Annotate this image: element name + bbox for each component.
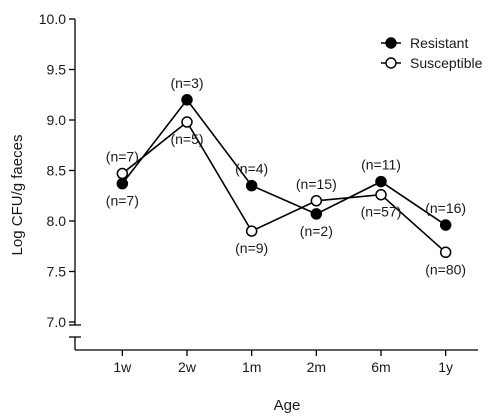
data-point-resistant [181, 94, 193, 106]
legend-label-susceptible: Susceptible [410, 55, 483, 71]
data-point-resistant [310, 208, 323, 220]
legend-marker-resistant [385, 37, 397, 49]
series-points [116, 94, 452, 259]
series-line-resistant [121, 98, 447, 226]
data-point-susceptible [245, 225, 258, 237]
n-label-resistant: (n=7) [106, 193, 139, 209]
n-label-susceptible: (n=9) [235, 240, 268, 256]
x-axis-title: Age [274, 397, 301, 414]
data-point-susceptible [375, 188, 387, 201]
y-tick-label: 7.0 [47, 314, 67, 330]
y-axis-title: Log CFU/g faeces [9, 135, 26, 256]
data-point-resistant [245, 179, 258, 192]
x-tick-label: 1m [242, 359, 261, 375]
n-label-resistant: (n=11) [361, 157, 401, 173]
y-tick-label: 7.5 [47, 264, 67, 280]
data-point-susceptible [116, 167, 129, 180]
y-tick-label: 8.0 [47, 213, 67, 229]
data-point-susceptible [310, 195, 323, 207]
legend: Resistant Susceptible [381, 35, 483, 71]
x-tick-label: 1y [438, 359, 453, 375]
data-point-susceptible [439, 246, 452, 259]
y-tick-label: 9.0 [47, 112, 67, 128]
y-tick-label: 8.5 [47, 163, 67, 179]
x-tick-label: 6m [371, 359, 390, 375]
n-label-susceptible: (n=57) [361, 204, 402, 220]
n-label-resistant: (n=16) [425, 200, 466, 216]
legend-marker-susceptible [385, 57, 397, 69]
y-tick-label: 10.0 [39, 11, 66, 27]
data-point-susceptible [181, 116, 193, 128]
y-tick-label: 9.5 [47, 62, 67, 78]
n-label-resistant: (n=4) [235, 161, 268, 177]
x-tick-label: 1w [113, 359, 132, 375]
n-label-susceptible: (n=15) [296, 176, 337, 192]
point-labels: (n=7) (n=3) (n=4) (n=2) (n=11) (n=16) (n=7) (n=… [106, 75, 466, 278]
n-label-resistant: (n=3) [170, 75, 203, 91]
n-label-susceptible: (n=5) [170, 131, 203, 147]
legend-label-resistant: Resistant [410, 35, 468, 51]
y-ticks: 7.0 7.5 8.0 8.5 9.0 9.5 10.0 [39, 11, 75, 330]
x-tick-label: 2w [178, 359, 197, 375]
n-label-susceptible: (n=80) [425, 261, 466, 277]
n-label-resistant: (n=2) [300, 223, 333, 239]
data-point-resistant [116, 177, 129, 190]
x-tick-label: 2m [307, 359, 326, 375]
series-line-susceptible [121, 120, 447, 253]
data-point-resistant [439, 219, 452, 231]
series-lines [121, 98, 447, 253]
n-label-susceptible: (n=7) [106, 149, 139, 165]
data-point-resistant [375, 175, 387, 188]
x-ticks: 1w 2w 1m 2m 6m 1y [113, 350, 453, 375]
